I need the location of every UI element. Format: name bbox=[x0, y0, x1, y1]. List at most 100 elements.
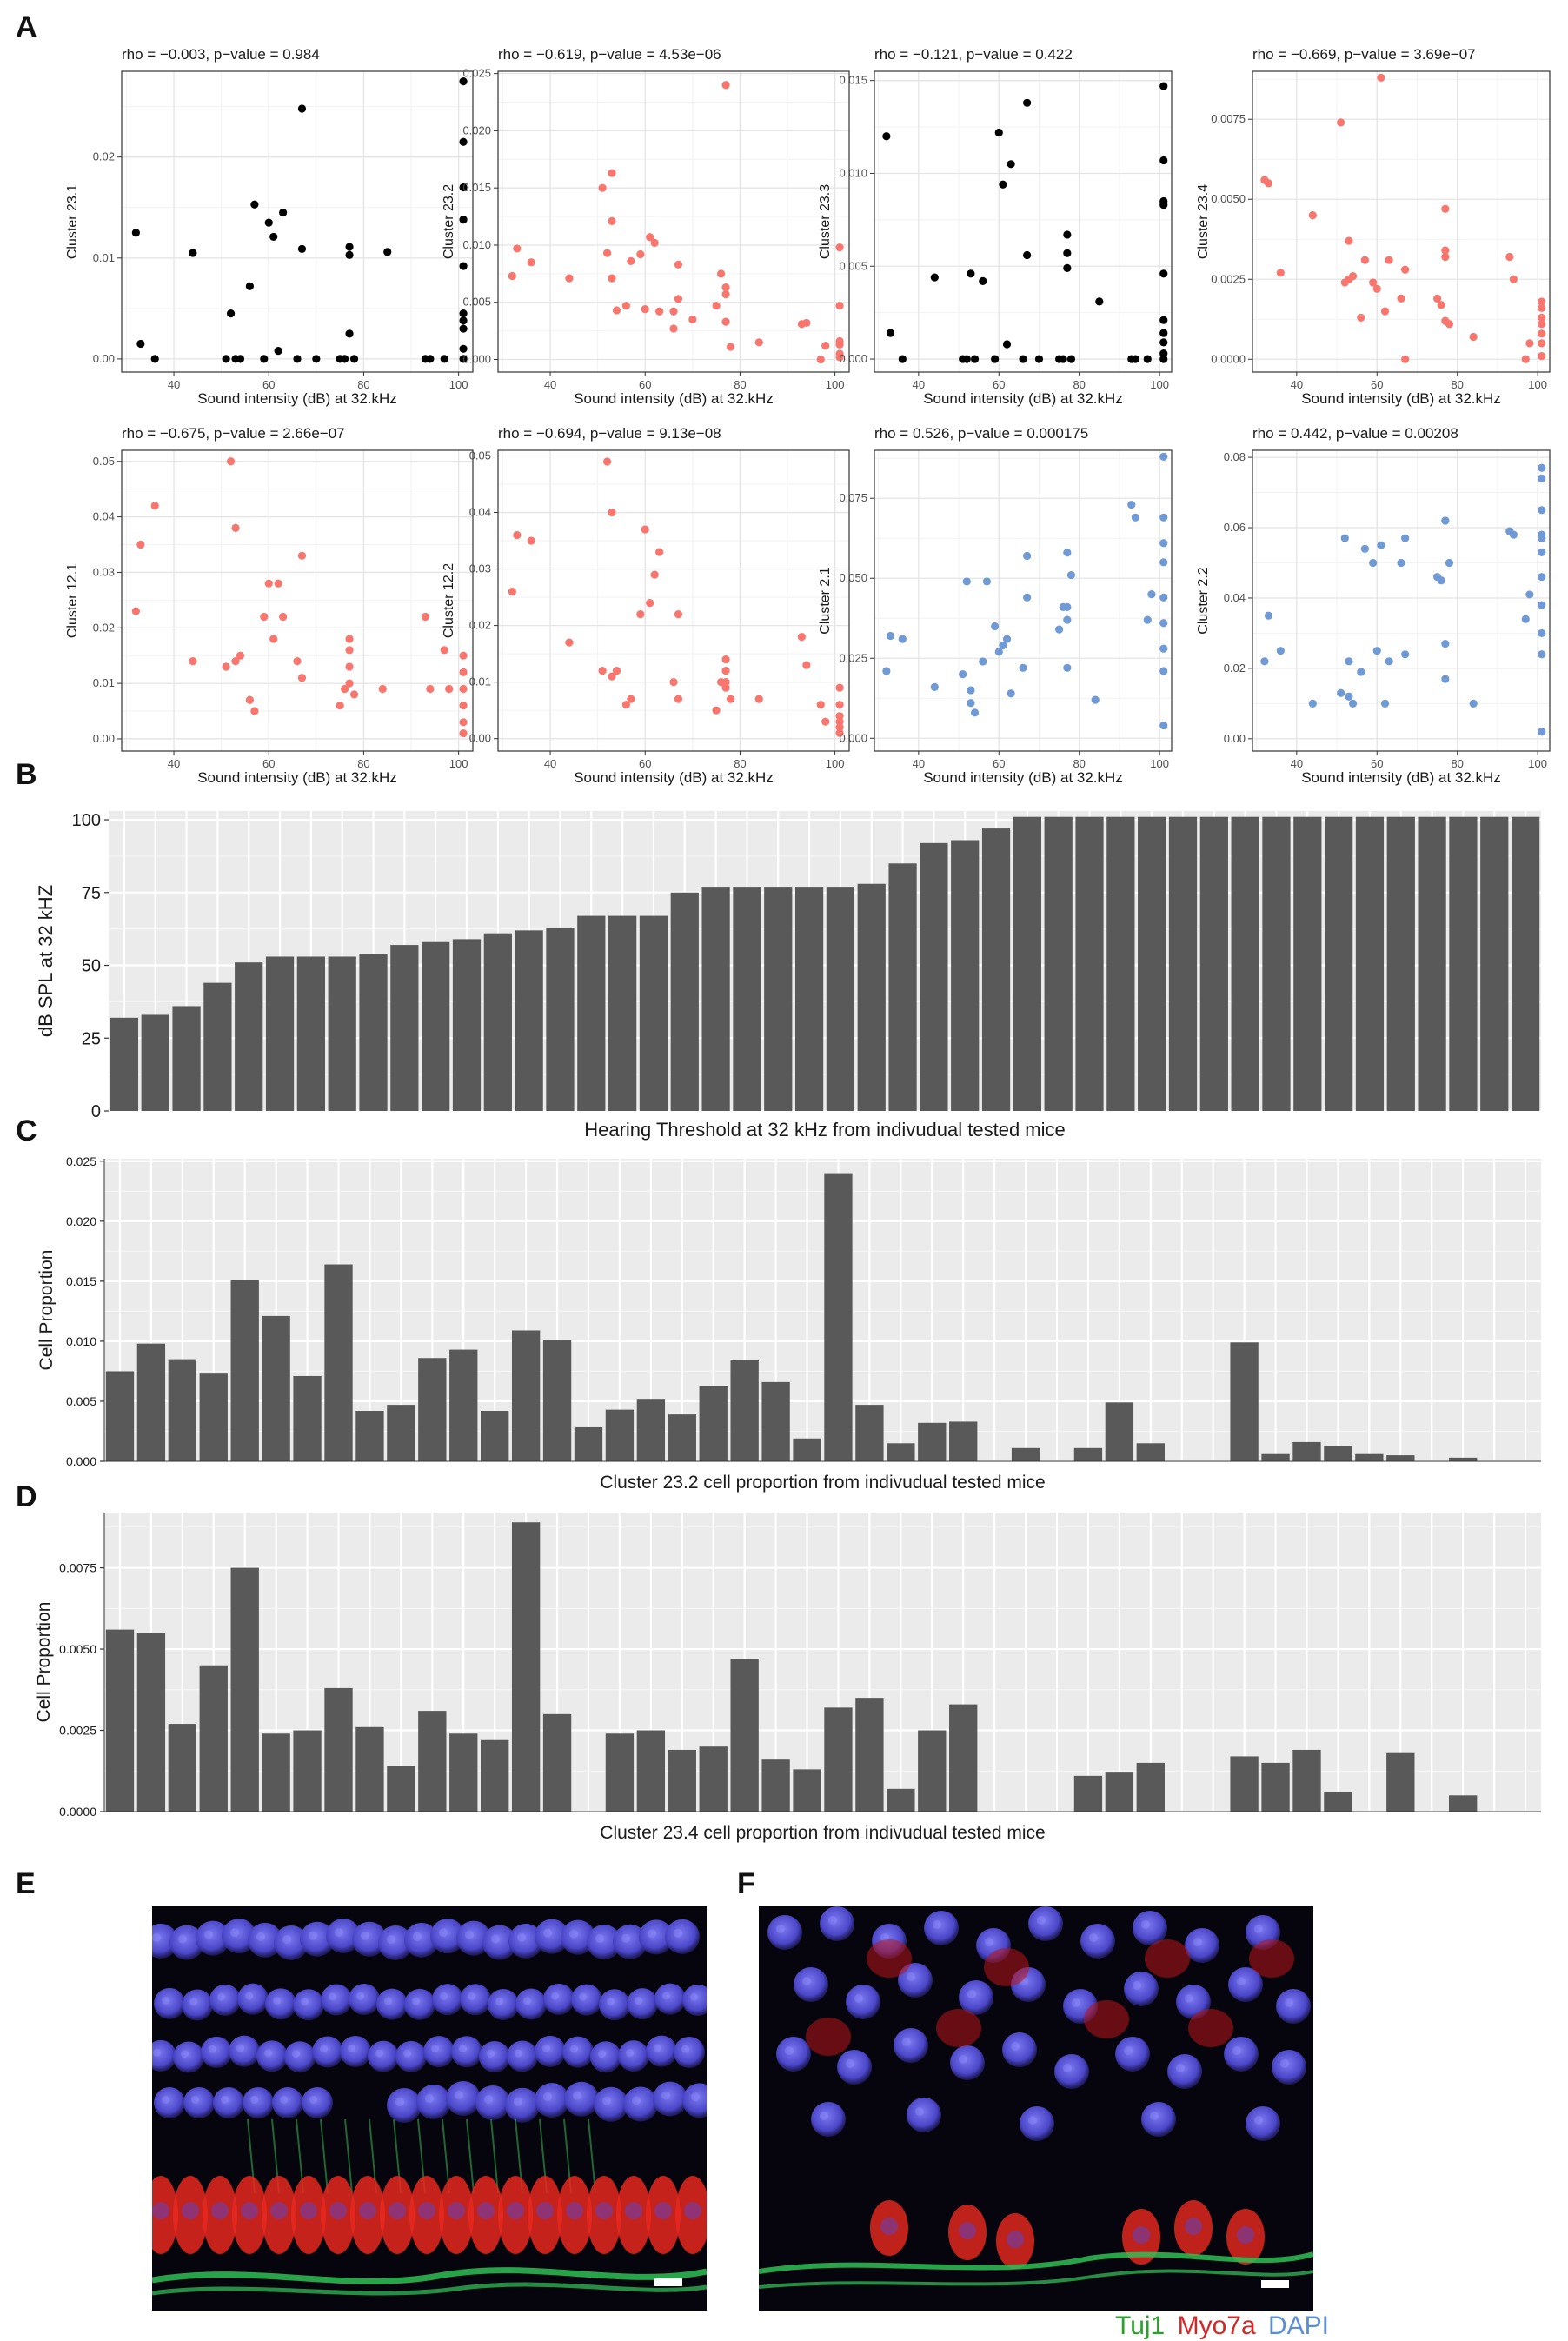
data-point bbox=[1264, 179, 1273, 188]
data-point bbox=[345, 646, 354, 655]
nucleolus bbox=[230, 1928, 239, 1938]
bar bbox=[733, 887, 761, 1111]
nucleolus bbox=[602, 2096, 611, 2105]
data-point bbox=[754, 338, 763, 347]
data-point bbox=[930, 273, 939, 282]
nucleolus bbox=[189, 1998, 197, 2006]
data-point bbox=[797, 633, 807, 642]
nucleolus bbox=[1237, 1977, 1246, 1985]
nucleus bbox=[416, 2085, 451, 2120]
x-tick-label: 80 bbox=[1073, 757, 1085, 770]
data-point bbox=[1276, 647, 1285, 655]
data-point bbox=[754, 695, 763, 703]
fiber bbox=[320, 2118, 329, 2194]
x-tick-label: 40 bbox=[913, 757, 925, 770]
data-point bbox=[835, 723, 844, 732]
bar bbox=[605, 1733, 635, 1812]
bar bbox=[1230, 1342, 1259, 1461]
data-point bbox=[967, 269, 975, 278]
bar bbox=[1105, 1402, 1134, 1461]
chart-title: rho = −0.675, p−value = 2.66e−07 bbox=[122, 425, 345, 442]
nucleus bbox=[312, 2036, 343, 2068]
y-tick-label: 0.000 bbox=[66, 1454, 96, 1468]
nucleus bbox=[183, 2087, 215, 2118]
plot-area bbox=[874, 70, 1173, 373]
plot-border bbox=[121, 449, 474, 752]
bar bbox=[826, 887, 855, 1111]
data-point bbox=[336, 702, 344, 710]
data-point bbox=[655, 548, 664, 556]
chart-title: rho = −0.121, p−value = 0.422 bbox=[874, 46, 1073, 63]
data-point bbox=[297, 551, 307, 560]
data-point bbox=[508, 271, 516, 281]
data-point bbox=[1357, 313, 1365, 323]
bar bbox=[668, 1749, 696, 1812]
data-point bbox=[882, 132, 891, 141]
nucleolus bbox=[523, 1997, 531, 2005]
x-tick-label: 80 bbox=[1451, 757, 1463, 770]
nucleolus bbox=[495, 1997, 503, 2005]
data-point bbox=[1369, 558, 1378, 568]
data-point bbox=[1159, 349, 1168, 358]
bar bbox=[668, 1414, 696, 1461]
nucleus bbox=[1124, 1972, 1159, 2006]
nucleolus bbox=[425, 2094, 434, 2104]
x-tick-label: 100 bbox=[826, 757, 845, 770]
data-point bbox=[440, 355, 448, 363]
nucleolus bbox=[1089, 1933, 1098, 1942]
data-point bbox=[1538, 548, 1546, 556]
data-point bbox=[1538, 534, 1546, 542]
x-axis-label: Sound intensity (dB) at 32.kHz bbox=[197, 769, 397, 786]
y-axis-label: Cluster 23.1 bbox=[65, 184, 80, 259]
data-point bbox=[459, 718, 468, 727]
chart-title: rho = 0.526, p−value = 0.000175 bbox=[874, 425, 1088, 442]
x-tick-label: 80 bbox=[357, 378, 369, 391]
data-point bbox=[260, 612, 269, 622]
hair-cell-nucleus bbox=[389, 2202, 406, 2219]
nucleus bbox=[196, 1920, 230, 1956]
nucleolus bbox=[191, 2095, 199, 2104]
bar bbox=[262, 1733, 290, 1812]
bar bbox=[1355, 816, 1385, 1111]
data-point bbox=[1538, 351, 1546, 361]
data-point bbox=[999, 180, 1007, 189]
bar bbox=[483, 933, 512, 1111]
panel-label-e: E bbox=[16, 1867, 36, 1900]
bar bbox=[1231, 816, 1259, 1111]
nucleus bbox=[590, 2041, 621, 2073]
hair-cell-nucleus bbox=[684, 2202, 701, 2219]
data-point bbox=[1348, 699, 1358, 708]
y-tick-label: 0.005 bbox=[66, 1394, 96, 1408]
hair-cell-nucleus bbox=[566, 2202, 583, 2219]
data-point bbox=[1441, 639, 1450, 648]
data-point bbox=[421, 612, 430, 622]
data-point bbox=[999, 641, 1007, 650]
nucleus bbox=[154, 2087, 185, 2118]
y-axis-label: Cluster 12.1 bbox=[65, 563, 80, 638]
bar bbox=[670, 892, 699, 1111]
data-point bbox=[1538, 628, 1546, 638]
nucleolus bbox=[654, 2044, 661, 2052]
nucleus bbox=[561, 1919, 595, 1955]
bar bbox=[418, 1711, 447, 1812]
nucleus bbox=[1002, 2032, 1037, 2067]
bar bbox=[293, 1730, 322, 1812]
data-point bbox=[279, 208, 288, 217]
bar bbox=[172, 1006, 201, 1111]
nucleolus bbox=[662, 1992, 670, 2000]
bar bbox=[574, 1426, 603, 1461]
data-point bbox=[669, 678, 678, 687]
red-patch bbox=[1188, 2009, 1233, 2047]
data-point bbox=[1345, 692, 1353, 701]
bar bbox=[636, 1730, 666, 1812]
data-point bbox=[621, 302, 631, 310]
nucleolus bbox=[301, 1998, 309, 2006]
y-tick-label: 0.015 bbox=[839, 74, 867, 87]
y-tick-label: 0.000 bbox=[462, 353, 491, 366]
data-point bbox=[264, 218, 273, 227]
nucleus bbox=[562, 2036, 594, 2068]
panel-label-a: A bbox=[16, 10, 37, 43]
y-tick-label: 0.0050 bbox=[1211, 192, 1246, 205]
data-point bbox=[1063, 263, 1072, 272]
